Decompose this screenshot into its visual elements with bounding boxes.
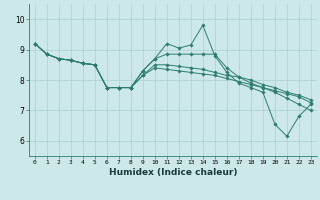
- X-axis label: Humidex (Indice chaleur): Humidex (Indice chaleur): [108, 168, 237, 177]
